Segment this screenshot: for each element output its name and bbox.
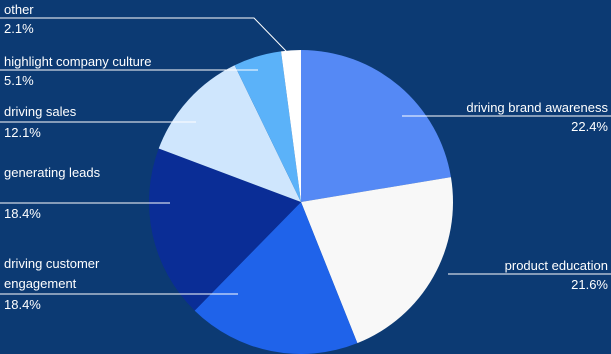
slice-driving-sales <box>158 65 301 202</box>
slice-value-generating-leads: 18.4% <box>4 206 41 221</box>
slice-value-driving-brand-awareness: 22.4% <box>571 119 608 134</box>
slice-name-other: other <box>4 2 34 17</box>
slice-name-driving-customer-engagement: driving customer engagement <box>4 256 100 291</box>
slice-product-education <box>301 177 453 344</box>
slice-highlight-company-culture <box>234 51 301 202</box>
slice-name-highlight-company-culture: highlight company culture <box>4 54 151 69</box>
slice-driving-customer-engagement <box>194 202 358 354</box>
slice-name-driving-sales: driving sales <box>4 104 77 119</box>
slice-name-product-education: product education <box>505 258 608 273</box>
slice-name-driving-brand-awareness: driving brand awareness <box>466 100 608 115</box>
slice-name-generating-leads: generating leads <box>4 165 101 180</box>
slice-other <box>281 50 301 202</box>
slice-value-product-education: 21.6% <box>571 277 608 292</box>
slice-driving-brand-awareness <box>301 50 451 202</box>
slice-generating-leads <box>149 148 301 311</box>
leader-lines <box>0 17 611 295</box>
slice-value-highlight-company-culture: 5.1% <box>4 73 34 88</box>
slice-value-driving-sales: 12.1% <box>4 125 41 140</box>
slice-labels: driving brand awareness 22.4% product educ… <box>4 2 608 312</box>
slice-value-driving-customer-engagement: 18.4% <box>4 297 41 312</box>
leader-line-other <box>0 17 288 53</box>
pie-slices <box>149 50 453 354</box>
slice-value-other: 2.1% <box>4 21 34 36</box>
